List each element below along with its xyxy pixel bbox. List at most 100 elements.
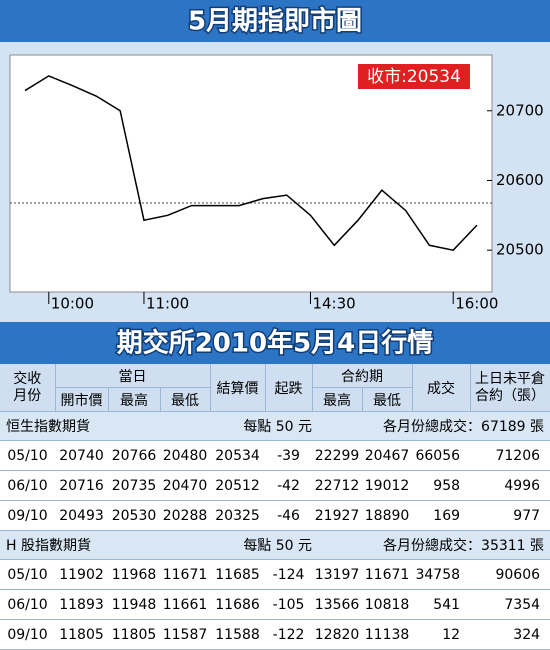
table-cell: 每點 50 元 xyxy=(210,530,313,560)
table-cell: 各月份總成交：67189 張 xyxy=(312,411,550,441)
table-cell: -105 xyxy=(265,589,313,620)
table-cell: -46 xyxy=(265,500,313,531)
header-text: 交收月份 xyxy=(13,370,42,404)
title-bar xyxy=(0,0,550,42)
table-cell: 當日 xyxy=(55,364,211,388)
table-cell: 7354 xyxy=(470,589,550,620)
table-title: 期交所2010年5月4日行情 xyxy=(117,328,434,359)
table-cell: 977 xyxy=(470,500,550,531)
table-cell: 11893 xyxy=(55,589,108,620)
table-cell: 每點 50 元 xyxy=(210,411,313,441)
table-cell: 19012 xyxy=(362,470,413,501)
table-cell: 958 xyxy=(412,470,471,501)
table-cell: 20480 xyxy=(160,440,211,471)
table-cell: 20325 xyxy=(210,500,266,531)
table-cell: 22712 xyxy=(312,470,363,501)
table-cell: 11661 xyxy=(160,589,211,620)
table-cell: 34758 xyxy=(412,559,471,590)
table-cell: 11587 xyxy=(160,619,211,650)
table-cell: 22299 xyxy=(312,440,363,471)
table-cell: 12 xyxy=(412,619,471,650)
annotation-box xyxy=(358,64,470,89)
table-cell: 最低 xyxy=(160,387,211,412)
table-cell: 05/10 xyxy=(0,440,55,471)
table-cell: 10818 xyxy=(362,589,413,620)
table-row: 05/10 20740 20766 20480 20534 -39 22299 20467 66… xyxy=(0,440,550,471)
header-text: 上日未平倉合約（張） xyxy=(475,370,546,404)
table-cell: 成交 xyxy=(412,364,471,412)
table-row: 06/10 20716 20735 20470 20512 -42 22712 19012 95… xyxy=(0,470,550,501)
table-cell: 20716 xyxy=(55,470,108,501)
table-cell: 最高 xyxy=(108,387,161,412)
y-tick-label: 20500 xyxy=(496,241,544,259)
table-cell: 66056 xyxy=(412,440,471,471)
table-row: 05/10 11902 11968 11671 11685 -124 13197 11671 3… xyxy=(0,559,550,590)
table-cell: 11948 xyxy=(108,589,160,620)
table-cell: 06/10 xyxy=(0,470,55,501)
table-cell: 20493 xyxy=(55,500,108,531)
table-cell: 12820 xyxy=(312,619,363,650)
table-cell: 結算價 xyxy=(210,364,266,412)
table-cell: 324 xyxy=(470,619,550,650)
quote-table: 交收月份 當日 結算價 起跌 合約期 成交 上日未平倉合約（張） 開市價 最高 最低 最高 最低 恒生指… xyxy=(0,364,550,650)
table-cell: H 股指數期貨 xyxy=(0,530,211,560)
price-line xyxy=(24,75,478,251)
table-cell: 13197 xyxy=(312,559,363,590)
table-cell: 各月份總成交：35311 張 xyxy=(312,530,550,560)
table-cell: 05/10 xyxy=(0,559,55,590)
y-tick-label: 20600 xyxy=(496,171,544,189)
table-row: 開市價 最高 最低 最高 最低 xyxy=(0,387,550,412)
chart: 5月期指即市圖 收市:20534 期交所2010年5月4日行情 20500 206… xyxy=(0,0,550,364)
x-tick-label: 11:00 xyxy=(146,295,189,313)
table-cell: 20766 xyxy=(108,440,160,471)
plot-area xyxy=(9,54,493,293)
table-cell: 18890 xyxy=(362,500,413,531)
table-cell: -122 xyxy=(265,619,313,650)
table-cell: 11671 xyxy=(362,559,413,590)
table-cell: 4996 xyxy=(470,470,550,501)
table-row: 交收月份 當日 結算價 起跌 合約期 成交 上日未平倉合約（張） xyxy=(0,364,550,412)
y-tick-label: 20700 xyxy=(496,101,544,119)
table-cell: 71206 xyxy=(470,440,550,471)
table-cell: 起跌 xyxy=(265,364,313,412)
table-cell: 09/10 xyxy=(0,500,55,531)
table-cell: 13566 xyxy=(312,589,363,620)
table-cell: 11686 xyxy=(210,589,266,620)
table-cell: 21927 xyxy=(312,500,363,531)
table-cell: 169 xyxy=(412,500,471,531)
table-cell: 開市價 xyxy=(55,387,109,412)
table-cell: 11805 xyxy=(55,619,108,650)
table-cell: 20288 xyxy=(160,500,211,531)
table-row: 09/10 20493 20530 20288 20325 -46 21927 18890 16… xyxy=(0,500,550,531)
table-cell: 06/10 xyxy=(0,589,55,620)
table-cell: 20470 xyxy=(160,470,211,501)
chart-title: 5月期指即市圖 xyxy=(188,6,362,37)
table-row: 恒生指數期貨 每點 50 元各月份總成交：67189 張 xyxy=(0,411,550,441)
table-cell: 20534 xyxy=(210,440,266,471)
table-cell: 合約期 xyxy=(312,364,413,388)
x-tick-label: 14:30 xyxy=(312,295,355,313)
table-cell: 20530 xyxy=(108,500,160,531)
table-cell: 09/10 xyxy=(0,619,55,650)
table-cell: 恒生指數期貨 xyxy=(0,411,211,441)
table-cell: 90606 xyxy=(470,559,550,590)
table-cell: 20740 xyxy=(55,440,108,471)
table-cell: 20512 xyxy=(210,470,266,501)
table-cell: 11902 xyxy=(55,559,108,590)
table-cell: 541 xyxy=(412,589,471,620)
table-cell: 20467 xyxy=(362,440,413,471)
table-cell: 20735 xyxy=(108,470,160,501)
table-cell: 11588 xyxy=(210,619,266,650)
table-row: 06/10 11893 11948 11661 11686 -105 13566 10818 5… xyxy=(0,589,550,620)
table-row: 09/10 11805 11805 11587 11588 -122 12820 11138 1… xyxy=(0,619,550,650)
table-cell: 11138 xyxy=(362,619,413,650)
table-cell: -124 xyxy=(265,559,313,590)
annotation: 收市:20534 xyxy=(367,67,461,87)
table-cell: 最低 xyxy=(362,387,413,412)
table-cell: 最高 xyxy=(312,387,363,412)
table-cell: 11685 xyxy=(210,559,266,590)
table-cell: 11671 xyxy=(160,559,211,590)
table-cell: -42 xyxy=(265,470,313,501)
x-tick-label: 16:00 xyxy=(455,295,498,313)
